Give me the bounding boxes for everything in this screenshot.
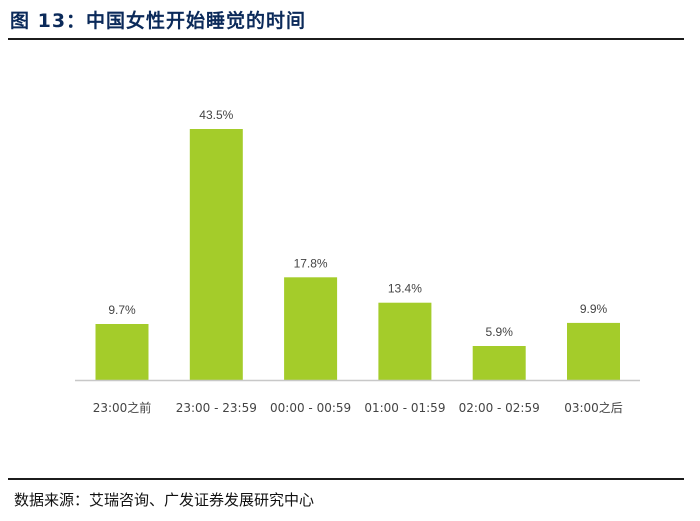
category-labels-group: 23:00之前 23:00 - 23:59 00:00 - 00:59 01:00 -…	[93, 400, 623, 415]
bar-6	[567, 322, 620, 380]
category-label-4: 01:00 - 01:59	[364, 401, 445, 415]
value-label-3: 17.8%	[294, 256, 328, 270]
category-label-5: 02:00 - 02:59	[459, 401, 540, 415]
bar-5	[472, 346, 526, 380]
title-rule	[8, 38, 684, 40]
value-label-6: 9.9%	[580, 302, 608, 316]
bar-4	[378, 302, 432, 380]
value-labels-group: 9.7% 43.5% 17.8% 13.4% 5.9% 9.9%	[108, 108, 607, 339]
value-label-5: 5.9%	[486, 325, 514, 339]
value-label-1: 9.7%	[108, 303, 136, 317]
source-rule	[8, 478, 684, 480]
category-label-1: 23:00之前	[93, 400, 152, 415]
category-label-2: 23:00 - 23:59	[176, 401, 257, 415]
bar-2	[189, 129, 243, 380]
source-note: 数据来源：艾瑞咨询、广发证券发展研究中心	[14, 491, 315, 509]
category-label-3: 00:00 - 00:59	[270, 401, 351, 415]
figure-title: 图 13：中国女性开始睡觉的时间	[10, 10, 307, 32]
category-label-6: 03:00之后	[564, 401, 623, 415]
bar-1	[95, 324, 149, 380]
value-label-2: 43.5%	[199, 108, 233, 122]
bar-3	[284, 277, 338, 380]
bars-group	[95, 129, 620, 380]
value-label-4: 13.4%	[388, 282, 422, 296]
